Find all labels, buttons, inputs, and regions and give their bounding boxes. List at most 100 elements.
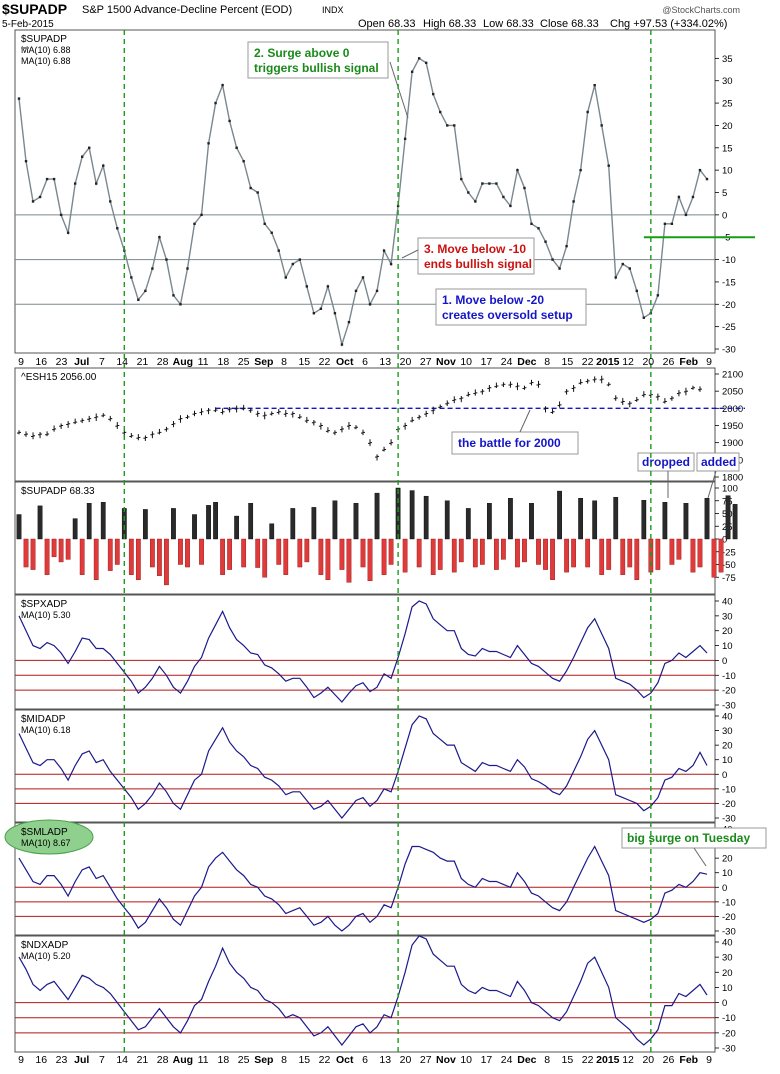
- x-tick-label: 21: [137, 1054, 149, 1066]
- x-tick-label: Oct: [336, 356, 354, 368]
- supadp-point: [565, 244, 568, 248]
- midadp-line: [18, 715, 708, 819]
- annotation-box: [696, 452, 740, 472]
- x-tick-label: 15: [562, 1054, 574, 1066]
- annotation-text: dropped: [642, 455, 690, 469]
- y-tick-label: 2000: [722, 404, 743, 415]
- supadp-bars-panel: [14, 481, 716, 595]
- y-tick-label: 20: [722, 854, 733, 865]
- panel-legend: MA(10) 5.20: [21, 951, 71, 961]
- y-tick-label: -10: [722, 897, 736, 908]
- y-tick-label: 0: [722, 998, 727, 1009]
- x-tick-label: 11: [198, 356, 209, 368]
- spxadp-panel: [14, 594, 716, 710]
- supadp-bar: [522, 538, 527, 563]
- chart-description: S&P 1500 Advance-Decline Percent (EOD): [82, 4, 292, 16]
- supadp-point: [460, 177, 463, 181]
- y-tick-label: 25: [722, 99, 733, 110]
- supadp-bar: [213, 502, 218, 540]
- y-tick-label: 2050: [722, 387, 743, 398]
- y-tick-label: -20: [722, 799, 736, 810]
- x-tick-label: 8: [281, 356, 287, 368]
- supadp-point: [249, 186, 252, 190]
- y-tick-label: 1800: [722, 473, 743, 484]
- supadp-bar: [346, 538, 352, 583]
- supadp-point: [45, 177, 49, 181]
- supadp-bar: [269, 523, 275, 540]
- supadp-bar: [479, 538, 485, 565]
- chart-change: Chg +97.53 (+334.02%): [610, 18, 727, 30]
- supadp-point: [116, 227, 119, 230]
- x-tick-label: 27: [420, 1054, 432, 1066]
- supadp-point: [200, 213, 203, 217]
- chart-open: Open 68.33: [358, 18, 416, 30]
- supadp-bar: [79, 538, 85, 575]
- y-tick-label: -25: [722, 322, 736, 333]
- supadp-point: [95, 182, 98, 185]
- x-tick-label: 20: [642, 1054, 654, 1066]
- supadp-point: [277, 249, 280, 252]
- supadp-point: [389, 262, 393, 266]
- supadp-bar: [388, 538, 394, 565]
- annotation-big-surge: big surge on Tuesday: [621, 827, 767, 867]
- supadp-point: [375, 289, 379, 293]
- supadp-point: [172, 294, 175, 297]
- x-tick-label: 2015: [596, 356, 620, 368]
- supadp-bar: [430, 538, 436, 575]
- supadp-bar: [465, 508, 471, 540]
- y-tick-label: -20: [722, 912, 736, 923]
- supadp-bar: [142, 509, 148, 540]
- y-tick-label: -20: [722, 686, 736, 697]
- supadp-bar: [206, 505, 211, 540]
- supadp-bar: [297, 538, 303, 568]
- supadp-point: [544, 240, 547, 243]
- supadp-point: [102, 164, 105, 167]
- supadp-point: [474, 200, 477, 203]
- supadp-bar: [627, 538, 633, 568]
- y-tick-label: -15: [722, 277, 736, 288]
- supadp-bar: [23, 538, 29, 568]
- annotation-box: [451, 431, 579, 455]
- supadp-bar: [192, 514, 197, 540]
- supadp-point: [537, 227, 540, 230]
- chart-date: 5-Feb-2015: [2, 19, 54, 30]
- x-tick-label: 27: [420, 356, 432, 368]
- supadp-bar: [241, 538, 247, 568]
- supadp-bar: [536, 538, 541, 565]
- y-tick-label: 0: [722, 656, 727, 667]
- supadp-bar: [332, 500, 338, 540]
- supadp-point: [586, 110, 589, 114]
- supadp-point: [523, 186, 526, 190]
- x-tick-label: 22: [582, 1054, 594, 1066]
- ndxadp-panel: [14, 935, 716, 1053]
- supadp-point: [417, 57, 421, 60]
- annotation-text: added: [701, 455, 736, 469]
- x-tick-label: 22: [319, 356, 331, 368]
- supadp-bar: [65, 538, 71, 560]
- panel-legend: $NDXADP: [21, 940, 69, 951]
- supadp-point: [502, 195, 505, 199]
- annotation-dropped: dropped: [637, 452, 695, 498]
- x-tick-label: 13: [379, 1054, 391, 1066]
- y-tick-label: 0: [722, 770, 727, 781]
- chart-symbol: $SUPADP: [2, 1, 67, 17]
- esh15-panel: [14, 367, 716, 482]
- y-tick-label: 40: [722, 597, 733, 608]
- supadp-point: [439, 110, 442, 114]
- supadp-bar: [374, 492, 380, 540]
- supadp-bar: [690, 538, 696, 573]
- y-tick-label: -30: [722, 345, 736, 356]
- highlight-ellipse: [4, 819, 94, 855]
- panel-legend: $SMLADP: [21, 827, 68, 838]
- supadp-bar: [178, 538, 183, 565]
- supadp-point: [326, 285, 330, 288]
- supadp-point: [214, 101, 217, 105]
- x-tick-label: 23: [56, 1054, 68, 1066]
- annotation-text: the battle for 2000: [458, 436, 561, 450]
- supadp-bar: [585, 538, 591, 568]
- y-tick-label: -10: [722, 784, 736, 795]
- x-tick-label: 23: [56, 356, 68, 368]
- supadp-bar: [381, 538, 387, 575]
- supadp-point: [656, 294, 660, 297]
- x-tick-label: Nov: [436, 1054, 456, 1066]
